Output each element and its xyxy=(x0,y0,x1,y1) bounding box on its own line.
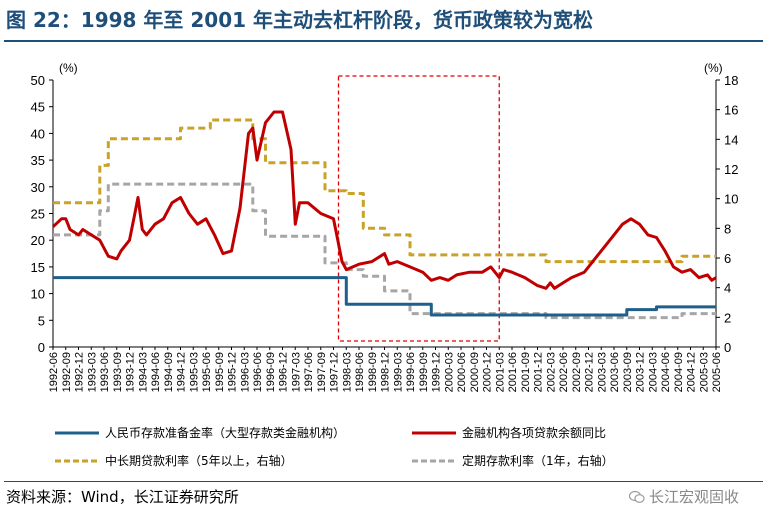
x-tick-label: 1998-03 xyxy=(341,352,353,392)
right-tick-label: 16 xyxy=(724,103,738,118)
x-tick-label: 1998-06 xyxy=(354,352,366,392)
x-tick-label: 2001-12 xyxy=(533,352,545,392)
source-note: 资料来源：Wind，长江证券研究所 xyxy=(6,488,239,506)
left-tick-label: 45 xyxy=(31,100,45,115)
x-tick-label: 2004-06 xyxy=(660,352,672,392)
left-tick-label: 30 xyxy=(31,180,45,195)
left-tick-label: 40 xyxy=(31,126,45,141)
x-tick-label: 1996-12 xyxy=(278,352,290,392)
x-tick-label: 1996-03 xyxy=(239,352,251,392)
left-tick-label: 5 xyxy=(38,313,45,328)
x-tick-label: 1996-09 xyxy=(265,352,277,392)
x-tick-label: 1995-03 xyxy=(188,352,200,392)
chart-title: 图 22：1998 年至 2001 年主动去杠杆阶段，货币政策较为宽松 xyxy=(6,8,594,32)
axes-layer: 05101520253035404550(%)024681012141618(%… xyxy=(31,61,739,392)
x-tick-label: 1995-09 xyxy=(214,352,226,392)
x-tick-label: 2001-06 xyxy=(507,352,519,392)
legend-layer: 人民币存款准备金率（大型存款类金融机构） 金融机构各项贷款余额同比中长期贷款利率（… xyxy=(55,425,614,468)
right-tick-label: 12 xyxy=(724,162,738,177)
right-tick-label: 8 xyxy=(724,221,731,236)
x-tick-label: 1998-09 xyxy=(367,352,379,392)
left-tick-label: 15 xyxy=(31,260,45,275)
left-tick-label: 50 xyxy=(31,73,45,88)
wechat-icon xyxy=(628,490,645,503)
x-tick-label: 1997-03 xyxy=(290,352,302,392)
x-tick-label: 1998-12 xyxy=(380,352,392,392)
x-tick-label: 1993-09 xyxy=(112,352,124,392)
left-axis-unit: (%) xyxy=(59,61,78,75)
x-tick-label: 1993-06 xyxy=(99,352,111,392)
series-line-deposit-rate xyxy=(53,182,716,320)
left-tick-label: 25 xyxy=(31,207,45,222)
x-tick-label: 2004-03 xyxy=(647,352,659,392)
highlight-box xyxy=(337,75,500,342)
x-tick-label: 2000-06 xyxy=(456,352,468,392)
x-tick-label: 2002-09 xyxy=(571,352,583,392)
x-tick-label: 1992-06 xyxy=(48,352,60,392)
x-tick-label: 2004-09 xyxy=(673,352,685,392)
left-tick-label: 0 xyxy=(38,340,45,355)
x-tick-label: 1997-06 xyxy=(303,352,315,392)
right-tick-label: 14 xyxy=(724,132,738,147)
right-tick-label: 0 xyxy=(724,340,731,355)
x-tick-label: 2003-06 xyxy=(609,352,621,392)
right-tick-label: 4 xyxy=(724,281,731,296)
highlight-layer xyxy=(337,75,500,342)
right-tick-label: 10 xyxy=(724,192,738,207)
legend-label-reserve: 人民币存款准备金率（大型存款类金融机构） xyxy=(105,425,345,440)
x-tick-label: 1993-03 xyxy=(86,352,98,392)
left-tick-label: 10 xyxy=(31,287,45,302)
x-tick-label: 1996-06 xyxy=(252,352,264,392)
series-line-reserve xyxy=(53,276,716,317)
legend-label-loan-growth: 金融机构各项贷款余额同比 xyxy=(462,425,606,440)
x-tick-label: 2005-06 xyxy=(711,352,723,392)
x-tick-label: 2003-09 xyxy=(622,352,634,392)
x-tick-label: 2002-03 xyxy=(545,352,557,392)
x-tick-label: 2004-12 xyxy=(686,352,698,392)
x-tick-label: 1995-06 xyxy=(201,352,213,392)
x-tick-label: 1994-03 xyxy=(137,352,149,392)
source-divider xyxy=(4,481,763,482)
title-divider xyxy=(4,40,763,42)
x-tick-label: 2001-03 xyxy=(494,352,506,392)
x-tick-label: 2000-12 xyxy=(482,352,494,392)
x-tick-label: 1994-09 xyxy=(163,352,175,392)
left-tick-label: 20 xyxy=(31,233,45,248)
x-tick-label: 2002-06 xyxy=(558,352,570,392)
x-tick-label: 1997-09 xyxy=(316,352,328,392)
x-tick-label: 1999-03 xyxy=(392,352,404,392)
x-tick-label: 1994-06 xyxy=(150,352,162,392)
series-layer xyxy=(51,110,717,320)
series-line-loan-growth xyxy=(51,110,717,290)
x-tick-label: 2005-03 xyxy=(698,352,710,392)
right-tick-label: 18 xyxy=(724,73,738,88)
chart-svg: 05101520253035404550(%)024681012141618(%… xyxy=(31,61,739,468)
x-tick-label: 1999-06 xyxy=(405,352,417,392)
right-tick-label: 2 xyxy=(724,310,731,325)
x-tick-label: 2003-03 xyxy=(596,352,608,392)
x-tick-label: 1992-12 xyxy=(74,352,86,392)
left-tick-label: 35 xyxy=(31,153,45,168)
x-tick-label: 1993-12 xyxy=(125,352,137,392)
x-tick-label: 1995-12 xyxy=(227,352,239,392)
x-tick-label: 1999-12 xyxy=(431,352,443,392)
right-axis-unit: (%) xyxy=(704,61,723,75)
watermark: 长江宏观固收 xyxy=(628,486,739,507)
x-tick-label: 2000-09 xyxy=(469,352,481,392)
legend-label-long-rate: 中长期贷款利率（5年以上，右轴） xyxy=(105,453,293,468)
x-tick-label: 1997-12 xyxy=(329,352,341,392)
series-line-long-rate xyxy=(53,118,716,264)
legend-label-deposit-rate: 定期存款利率（1年，右轴） xyxy=(462,453,614,468)
x-tick-label: 1994-12 xyxy=(176,352,188,392)
watermark-text: 长江宏观固收 xyxy=(648,488,739,506)
x-tick-label: 2003-12 xyxy=(635,352,647,392)
x-tick-label: 1992-09 xyxy=(61,352,73,392)
x-tick-label: 2000-03 xyxy=(443,352,455,392)
x-tick-label: 2002-12 xyxy=(584,352,596,392)
right-tick-label: 6 xyxy=(724,251,731,266)
x-tick-label: 2001-09 xyxy=(520,352,532,392)
x-tick-label: 1999-09 xyxy=(418,352,430,392)
